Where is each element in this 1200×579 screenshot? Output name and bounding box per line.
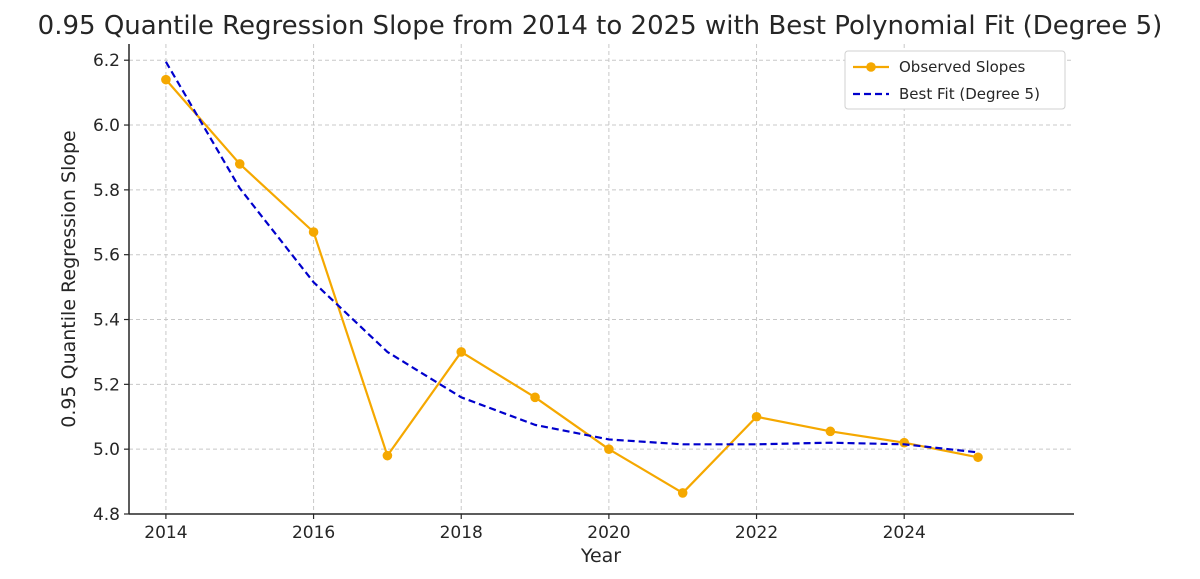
- data-point-observed: [973, 452, 983, 463]
- data-point-observed: [382, 450, 393, 461]
- x-tick-label: 2014: [144, 523, 187, 543]
- data-point-observed: [161, 74, 171, 85]
- legend-box: [844, 50, 1066, 110]
- series-line-fit: [164, 61, 979, 454]
- legend-label-observed: Observed Slopes: [899, 58, 1026, 76]
- y-tick-label: 5.6: [93, 246, 120, 266]
- ticks: 2014 2016 2018 2020 2022 2024 4.8 5.0 5.2 5.4 5.6 5…: [93, 51, 926, 543]
- legend-label-fit: Best Fit (Degree 5): [899, 85, 1040, 103]
- data-point-observed: [530, 392, 540, 403]
- data-point-observed: [677, 488, 688, 498]
- y-tick-label: 5.8: [93, 181, 120, 201]
- data-point-observed: [899, 437, 909, 448]
- series-line-observed: [165, 78, 979, 495]
- x-tick-label: 2018: [440, 523, 483, 543]
- x-tick-label: 2024: [883, 523, 926, 543]
- y-tick-label: 4.8: [93, 505, 120, 525]
- data-point-observed: [825, 426, 836, 437]
- y-tick-label: 6.2: [93, 51, 120, 71]
- x-tick-label: 2016: [292, 523, 335, 543]
- data-point-observed: [751, 411, 762, 422]
- y-tick-label: 5.4: [93, 311, 120, 331]
- legend: Observed Slopes Best Fit (Degree 5): [844, 50, 1066, 110]
- y-tick-label: 5.0: [93, 440, 120, 460]
- x-tick-label: 2020: [587, 523, 630, 543]
- y-axis-title: 0.95 Quantile Regression Slope: [58, 130, 80, 427]
- data-point-observed: [308, 227, 319, 237]
- data-point-observed: [456, 347, 467, 357]
- axes: [128, 44, 1074, 515]
- data-point-observed: [234, 159, 245, 169]
- x-tick-label: 2022: [735, 523, 778, 543]
- chart-title: 0.95 Quantile Regression Slope from 2014…: [38, 11, 1163, 41]
- series-layer: [161, 61, 983, 498]
- y-tick-label: 6.0: [93, 116, 120, 136]
- y-tick-label: 5.2: [93, 375, 120, 395]
- legend-marker-observed: [866, 62, 876, 72]
- data-point-observed: [604, 444, 614, 454]
- x-axis-title: Year: [580, 545, 621, 567]
